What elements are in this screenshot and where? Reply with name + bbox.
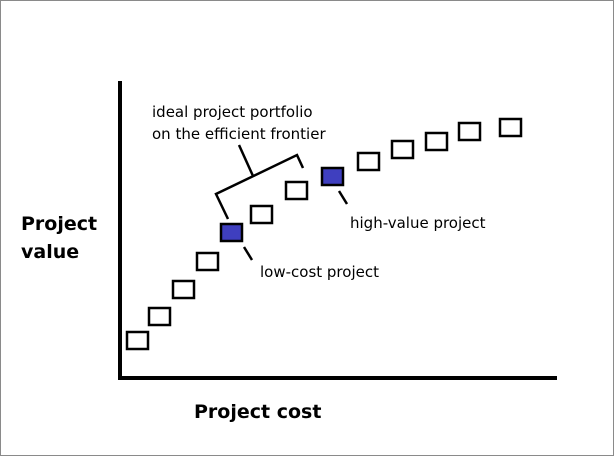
high-value-callout: high-value project <box>350 214 486 232</box>
highlighted-project-marker <box>320 166 345 187</box>
project-marker <box>171 279 196 300</box>
portfolio-bracket-stem <box>237 144 255 177</box>
high-value-pointer <box>337 190 349 205</box>
project-markers <box>125 117 523 351</box>
y-axis-title: Project value <box>21 210 97 266</box>
project-marker <box>284 180 309 201</box>
project-marker <box>125 330 150 351</box>
portfolio-bracket <box>214 153 305 220</box>
project-marker <box>498 117 523 138</box>
portfolio-callout-line2: on the efficient frontier <box>152 125 326 143</box>
y-axis-title-line2: value <box>21 241 80 263</box>
highlighted-project-marker <box>219 222 244 243</box>
y-axis-title-line1: Project <box>21 213 98 235</box>
project-marker <box>424 131 449 152</box>
x-axis-title: Project cost <box>194 401 322 423</box>
portfolio-callout-line1: ideal project portfolio <box>152 103 313 121</box>
project-marker <box>195 251 220 272</box>
low-cost-pointer <box>242 246 254 261</box>
project-marker <box>356 151 381 172</box>
project-marker <box>457 121 482 142</box>
low-cost-callout: low-cost project <box>260 263 379 281</box>
project-marker <box>147 306 172 327</box>
project-marker <box>390 139 415 160</box>
portfolio-callout: ideal project portfolio on the efficient… <box>152 101 326 145</box>
project-marker <box>249 204 274 225</box>
